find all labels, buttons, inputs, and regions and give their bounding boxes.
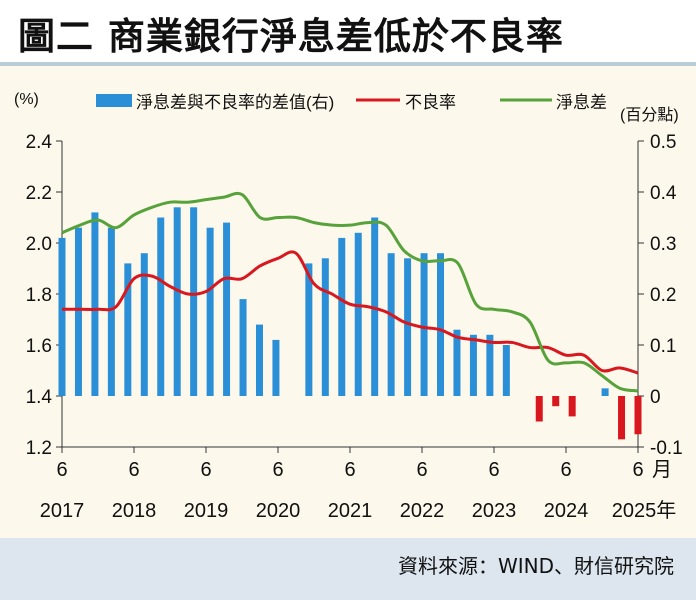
bar <box>535 396 543 422</box>
bar <box>190 207 198 396</box>
title-divider <box>0 62 696 66</box>
right-tick-label: 0.2 <box>650 285 676 306</box>
left-axis-ticks: 2.4 2.2 2.0 1.8 1.6 1.4 1.2 <box>26 132 62 459</box>
bar <box>140 253 148 396</box>
right-axis-unit: (百分點) <box>620 106 679 124</box>
footer: 資料來源：WIND、財信研究院 <box>0 538 696 600</box>
right-tick-label: -0.1 <box>650 438 683 459</box>
x-tick-year: 2022 <box>400 500 445 522</box>
bar <box>239 299 247 396</box>
x-tick-year: 2017 <box>40 500 85 522</box>
line-series <box>61 191 639 393</box>
left-tick-label: 2.0 <box>26 234 52 255</box>
bar <box>601 388 609 396</box>
bar <box>157 217 165 396</box>
bar <box>469 334 477 396</box>
x-tick-year: 2023 <box>472 500 517 522</box>
bar <box>502 345 510 396</box>
bar <box>404 258 412 396</box>
x-tick-month: 6 <box>344 459 355 481</box>
bar <box>387 253 395 396</box>
x-tick-month: 6 <box>128 459 139 481</box>
bar <box>338 237 346 396</box>
bar <box>321 258 329 396</box>
left-tick-label: 2.2 <box>26 183 52 204</box>
x-tick-year: 2020 <box>256 500 301 522</box>
nim-line <box>61 191 639 393</box>
bar <box>453 329 461 396</box>
x-axis-month-unit: 月 <box>652 459 672 481</box>
right-tick-label: 0 <box>650 387 661 408</box>
x-axis-ticks: 6 2017 6 2018 6 2019 6 2020 6 2021 6 2022 6 2023 6 2024… <box>40 447 677 522</box>
x-tick-year: 2018 <box>112 500 157 522</box>
x-tick-month: 6 <box>272 459 283 481</box>
bar-series <box>58 207 642 440</box>
left-tick-label: 1.2 <box>26 438 52 459</box>
bar <box>634 396 642 435</box>
legend-swatch-bars <box>96 94 132 107</box>
bar <box>568 396 576 417</box>
x-tick-year: 2024 <box>544 500 589 522</box>
legend: 淨息差與不良率的差值(右) 不良率 淨息差 <box>96 93 607 112</box>
bar <box>437 253 445 396</box>
bar <box>206 227 214 396</box>
title-bar: 圖二 商業銀行淨息差低於不良率 <box>0 0 696 62</box>
bar <box>486 334 494 396</box>
bar <box>305 263 313 396</box>
bar <box>124 263 132 396</box>
bar <box>223 222 231 396</box>
left-tick-label: 1.4 <box>26 387 53 408</box>
x-tick-year: 2025年 <box>612 499 677 522</box>
bar <box>58 237 66 396</box>
right-tick-label: 0.4 <box>650 183 677 204</box>
x-tick-month: 6 <box>200 459 211 481</box>
right-tick-label: 0.1 <box>650 336 676 357</box>
bar <box>173 207 181 396</box>
legend-label-npl: 不良率 <box>405 93 456 112</box>
x-tick-month: 6 <box>488 459 499 481</box>
left-axis-unit: (%) <box>14 91 39 108</box>
right-axis-ticks: 0.5 0.4 0.3 0.2 0.1 0 -0.1 <box>638 132 683 459</box>
bar <box>107 227 115 396</box>
x-tick-month: 6 <box>632 459 643 481</box>
bar <box>420 253 428 396</box>
npl-line <box>62 250 639 375</box>
legend-label-bars: 淨息差與不良率的差值(右) <box>136 93 334 112</box>
right-tick-label: 0.3 <box>650 234 676 255</box>
x-tick-month: 6 <box>56 459 67 481</box>
bar <box>255 324 263 396</box>
left-tick-label: 1.6 <box>26 336 52 357</box>
left-tick-label: 1.8 <box>26 285 52 306</box>
x-tick-year: 2019 <box>184 500 229 522</box>
source-note: 資料來源：WIND、財信研究院 <box>397 554 674 578</box>
bar <box>354 232 362 396</box>
bar <box>618 396 626 440</box>
right-tick-label: 0.5 <box>650 132 676 153</box>
plot-frame <box>61 141 639 448</box>
chart-title: 圖二 商業銀行淨息差低於不良率 <box>18 14 564 58</box>
x-tick-month: 6 <box>416 459 427 481</box>
bar <box>74 227 82 396</box>
bar <box>91 212 99 396</box>
bar <box>552 396 560 407</box>
bar <box>272 339 280 396</box>
chart-plot: 淨息差與不良率的差值(右) 不良率 淨息差 (%) (百分點) 2.42.22.… <box>14 91 683 522</box>
legend-label-nim: 淨息差 <box>556 93 607 112</box>
x-tick-year: 2021 <box>328 500 373 522</box>
x-tick-month: 6 <box>560 459 571 481</box>
left-tick-label: 2.4 <box>26 132 53 153</box>
